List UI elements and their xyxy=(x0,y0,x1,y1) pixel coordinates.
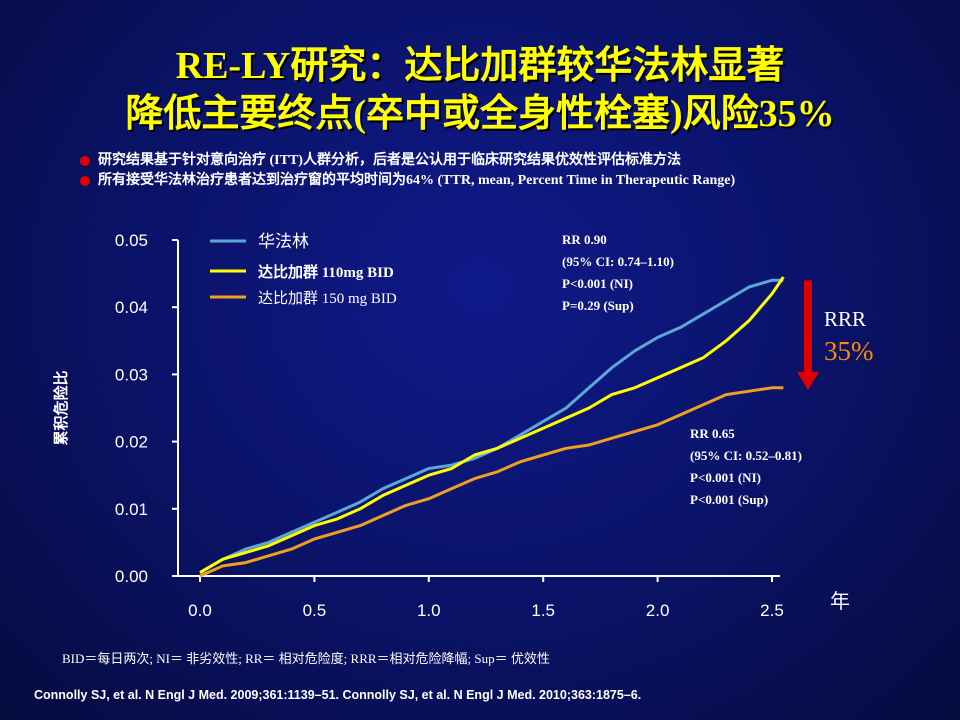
rr110-annotation-line: (95% CI: 0.74–1.10) xyxy=(562,254,674,269)
x-tick-label: 1.5 xyxy=(531,601,555,620)
legend-label: 达比加群 150 mg BID xyxy=(258,290,397,307)
bullet-text: 研究结果基于针对意向治疗 (ITT)人群分析，后者是公认用于临床研究结果优效性评… xyxy=(98,153,681,168)
x-tick-label: 2.0 xyxy=(646,601,670,620)
y-tick-label: 0.00 xyxy=(115,567,148,586)
series-line-2 xyxy=(199,276,785,574)
rr150-annotation-line: (95% CI: 0.52–0.81) xyxy=(690,448,802,463)
citation: Connolly SJ, et al. N Engl J Med. 2009;3… xyxy=(34,688,642,702)
x-tick-label: 1.0 xyxy=(417,601,441,620)
slide-title-line2: 降低主要终点(卒中或全身性栓塞)风险35% xyxy=(125,93,835,135)
rrr-arrow-shaft xyxy=(804,280,812,374)
y-tick-label: 0.03 xyxy=(115,365,148,384)
series-line-3 xyxy=(199,386,784,578)
rrr-label: RRR xyxy=(824,307,866,331)
rr110-annotation-line: RR 0.90 xyxy=(562,232,607,247)
chart-axes: 0.00 0.01 0.02 0.03 0.04 0.05 0.0 0.5 1.0 1.5 2.0 2… xyxy=(52,231,850,620)
y-tick-label: 0.01 xyxy=(115,500,148,519)
x-tick-label: 2.5 xyxy=(760,601,784,620)
y-tick-label: 0.05 xyxy=(115,231,148,250)
y-tick-label: 0.02 xyxy=(115,433,148,452)
chart-series-layer xyxy=(199,276,785,578)
rrr-arrow-head-icon xyxy=(797,371,819,390)
rr110-annotation-line: P<0.001 (NI) xyxy=(562,276,633,291)
rr110-annotation-line: P=0.29 (Sup) xyxy=(562,298,634,313)
rr150-annotation-line: RR 0.65 xyxy=(690,426,735,441)
abbreviation-footnote: BID＝每日两次; NI＝ 非劣效性; RR＝ 相对危险度; RRR＝相对危险降… xyxy=(62,651,550,666)
bullet-dot-icon xyxy=(80,176,90,186)
rrr-value: 35% xyxy=(824,336,874,366)
x-tick-label: 0.0 xyxy=(188,601,212,620)
y-axis-label: 累积危险比 xyxy=(52,370,70,445)
bullet-item: 所有接受华法林治疗患者达到治疗窗的平均时间为64% (TTR, mean, Pe… xyxy=(80,172,910,190)
y-tick-label: 0.04 xyxy=(115,298,148,317)
bullet-text: 所有接受华法林治疗患者达到治疗窗的平均时间为64% (TTR, mean, Pe… xyxy=(98,173,736,188)
chart-annotations: RR 0.90 (95% CI: 0.74–1.10) P<0.001 (NI) P=… xyxy=(562,232,874,507)
rr150-annotation-line: P<0.001 (NI) xyxy=(690,470,761,485)
bullet-list: 研究结果基于针对意向治疗 (ITT)人群分析，后者是公认用于临床研究结果优效性评… xyxy=(80,152,910,192)
rr150-annotation-line: P<0.001 (Sup) xyxy=(690,492,768,507)
slide-title-line1: RE-LY研究：达比加群较华法林显著 xyxy=(175,45,785,87)
bullet-dot-icon xyxy=(80,156,90,166)
x-axis-label: 年 xyxy=(830,590,850,613)
bullet-item: 研究结果基于针对意向治疗 (ITT)人群分析，后者是公认用于临床研究结果优效性评… xyxy=(80,152,910,170)
x-tick-label: 0.5 xyxy=(303,601,327,620)
legend-label: 达比加群 110mg BID xyxy=(258,263,394,281)
legend-label: 华法林 xyxy=(258,232,309,251)
